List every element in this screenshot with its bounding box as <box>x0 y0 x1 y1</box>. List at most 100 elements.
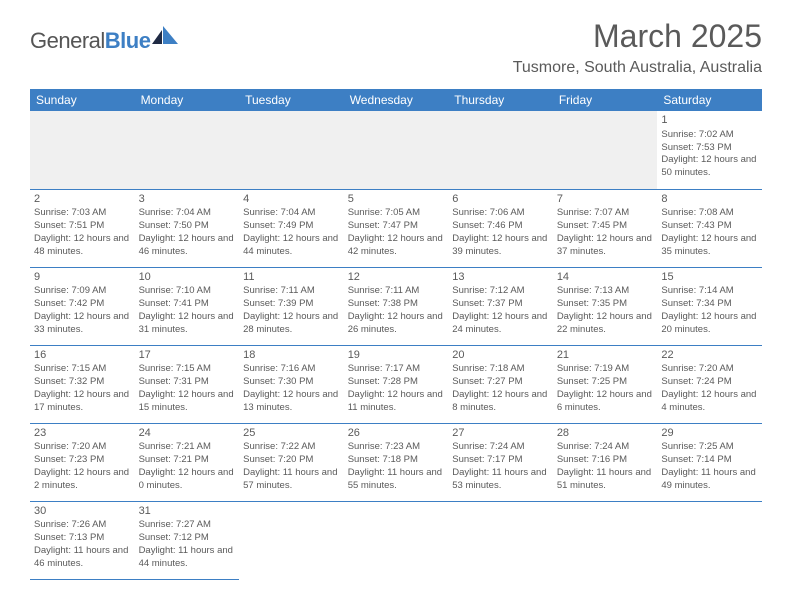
day-number: 29 <box>661 426 758 441</box>
calendar-cell <box>344 111 449 189</box>
daylight-text: Daylight: 12 hours and 4 minutes. <box>661 389 758 415</box>
sunset-text: Sunset: 7:50 PM <box>139 220 236 233</box>
calendar-cell: 9Sunrise: 7:09 AMSunset: 7:42 PMDaylight… <box>30 267 135 345</box>
title-block: March 2025 Tusmore, South Australia, Aus… <box>513 18 762 77</box>
daylight-text: Daylight: 12 hours and 26 minutes. <box>348 311 445 337</box>
calendar-cell: 6Sunrise: 7:06 AMSunset: 7:46 PMDaylight… <box>448 189 553 267</box>
day-number: 21 <box>557 348 654 363</box>
day-number: 23 <box>34 426 131 441</box>
calendar-cell: 29Sunrise: 7:25 AMSunset: 7:14 PMDayligh… <box>657 423 762 501</box>
daylight-text: Daylight: 12 hours and 35 minutes. <box>661 233 758 259</box>
daylight-text: Daylight: 12 hours and 11 minutes. <box>348 389 445 415</box>
day-number: 1 <box>661 113 758 128</box>
day-number: 2 <box>34 192 131 207</box>
calendar-cell: 3Sunrise: 7:04 AMSunset: 7:50 PMDaylight… <box>135 189 240 267</box>
sunset-text: Sunset: 7:12 PM <box>139 532 236 545</box>
sunrise-text: Sunrise: 7:27 AM <box>139 519 236 532</box>
sunrise-text: Sunrise: 7:04 AM <box>243 207 340 220</box>
sunrise-text: Sunrise: 7:13 AM <box>557 285 654 298</box>
calendar-cell: 13Sunrise: 7:12 AMSunset: 7:37 PMDayligh… <box>448 267 553 345</box>
calendar-cell: 18Sunrise: 7:16 AMSunset: 7:30 PMDayligh… <box>239 345 344 423</box>
sunrise-text: Sunrise: 7:25 AM <box>661 441 758 454</box>
calendar-cell: 8Sunrise: 7:08 AMSunset: 7:43 PMDaylight… <box>657 189 762 267</box>
weekday-header: Monday <box>135 89 240 111</box>
daylight-text: Daylight: 11 hours and 44 minutes. <box>139 545 236 571</box>
sunset-text: Sunset: 7:37 PM <box>452 298 549 311</box>
sunset-text: Sunset: 7:49 PM <box>243 220 340 233</box>
daylight-text: Daylight: 12 hours and 44 minutes. <box>243 233 340 259</box>
sunset-text: Sunset: 7:31 PM <box>139 376 236 389</box>
day-number: 6 <box>452 192 549 207</box>
sunrise-text: Sunrise: 7:18 AM <box>452 363 549 376</box>
daylight-text: Daylight: 12 hours and 48 minutes. <box>34 233 131 259</box>
daylight-text: Daylight: 12 hours and 22 minutes. <box>557 311 654 337</box>
calendar-cell: 28Sunrise: 7:24 AMSunset: 7:16 PMDayligh… <box>553 423 658 501</box>
calendar-cell: 25Sunrise: 7:22 AMSunset: 7:20 PMDayligh… <box>239 423 344 501</box>
logo-text-blue: Blue <box>105 28 151 54</box>
calendar-row: 1Sunrise: 7:02 AMSunset: 7:53 PMDaylight… <box>30 111 762 189</box>
day-number: 8 <box>661 192 758 207</box>
sunrise-text: Sunrise: 7:12 AM <box>452 285 549 298</box>
sunset-text: Sunset: 7:20 PM <box>243 454 340 467</box>
weekday-header: Thursday <box>448 89 553 111</box>
logo-text-general: General <box>30 28 105 54</box>
daylight-text: Daylight: 12 hours and 39 minutes. <box>452 233 549 259</box>
location: Tusmore, South Australia, Australia <box>513 59 762 77</box>
sunset-text: Sunset: 7:43 PM <box>661 220 758 233</box>
sunrise-text: Sunrise: 7:19 AM <box>557 363 654 376</box>
daylight-text: Daylight: 11 hours and 57 minutes. <box>243 467 340 493</box>
daylight-text: Daylight: 11 hours and 53 minutes. <box>452 467 549 493</box>
sunrise-text: Sunrise: 7:24 AM <box>557 441 654 454</box>
calendar-cell <box>448 111 553 189</box>
day-number: 11 <box>243 270 340 285</box>
calendar-cell <box>135 111 240 189</box>
sunrise-text: Sunrise: 7:06 AM <box>452 207 549 220</box>
sunrise-text: Sunrise: 7:05 AM <box>348 207 445 220</box>
daylight-text: Daylight: 12 hours and 6 minutes. <box>557 389 654 415</box>
sunset-text: Sunset: 7:45 PM <box>557 220 654 233</box>
sunset-text: Sunset: 7:18 PM <box>348 454 445 467</box>
sunrise-text: Sunrise: 7:20 AM <box>661 363 758 376</box>
daylight-text: Daylight: 11 hours and 51 minutes. <box>557 467 654 493</box>
day-number: 20 <box>452 348 549 363</box>
calendar-cell: 21Sunrise: 7:19 AMSunset: 7:25 PMDayligh… <box>553 345 658 423</box>
calendar-row: 16Sunrise: 7:15 AMSunset: 7:32 PMDayligh… <box>30 345 762 423</box>
logo: GeneralBlue <box>30 26 178 55</box>
sunrise-text: Sunrise: 7:26 AM <box>34 519 131 532</box>
sunrise-text: Sunrise: 7:09 AM <box>34 285 131 298</box>
sunset-text: Sunset: 7:27 PM <box>452 376 549 389</box>
day-number: 9 <box>34 270 131 285</box>
calendar-cell: 17Sunrise: 7:15 AMSunset: 7:31 PMDayligh… <box>135 345 240 423</box>
calendar-cell <box>239 501 344 579</box>
day-number: 31 <box>139 504 236 519</box>
daylight-text: Daylight: 11 hours and 55 minutes. <box>348 467 445 493</box>
sunset-text: Sunset: 7:13 PM <box>34 532 131 545</box>
calendar-cell <box>553 501 658 579</box>
daylight-text: Daylight: 11 hours and 46 minutes. <box>34 545 131 571</box>
sunrise-text: Sunrise: 7:22 AM <box>243 441 340 454</box>
sunrise-text: Sunrise: 7:03 AM <box>34 207 131 220</box>
daylight-text: Daylight: 12 hours and 15 minutes. <box>139 389 236 415</box>
weekday-header: Wednesday <box>344 89 449 111</box>
day-number: 24 <box>139 426 236 441</box>
calendar-cell: 27Sunrise: 7:24 AMSunset: 7:17 PMDayligh… <box>448 423 553 501</box>
daylight-text: Daylight: 12 hours and 8 minutes. <box>452 389 549 415</box>
day-number: 18 <box>243 348 340 363</box>
sunset-text: Sunset: 7:39 PM <box>243 298 340 311</box>
daylight-text: Daylight: 12 hours and 28 minutes. <box>243 311 340 337</box>
daylight-text: Daylight: 12 hours and 0 minutes. <box>139 467 236 493</box>
sunset-text: Sunset: 7:38 PM <box>348 298 445 311</box>
calendar-row: 9Sunrise: 7:09 AMSunset: 7:42 PM Daylight… <box>30 267 762 345</box>
calendar-cell: 10Sunrise: 7:10 AMSunset: 7:41 PMDayligh… <box>135 267 240 345</box>
sunset-text: Sunset: 7:34 PM <box>661 298 758 311</box>
day-number: 14 <box>557 270 654 285</box>
sunset-text: Sunset: 7:51 PM <box>34 220 131 233</box>
sunrise-text: Sunrise: 7:11 AM <box>243 285 340 298</box>
sunset-text: Sunset: 7:42 PM <box>34 298 131 311</box>
calendar-cell <box>344 501 449 579</box>
day-number: 5 <box>348 192 445 207</box>
sunset-text: Sunset: 7:16 PM <box>557 454 654 467</box>
daylight-text: Daylight: 12 hours and 24 minutes. <box>452 311 549 337</box>
sunset-text: Sunset: 7:17 PM <box>452 454 549 467</box>
day-number: 16 <box>34 348 131 363</box>
